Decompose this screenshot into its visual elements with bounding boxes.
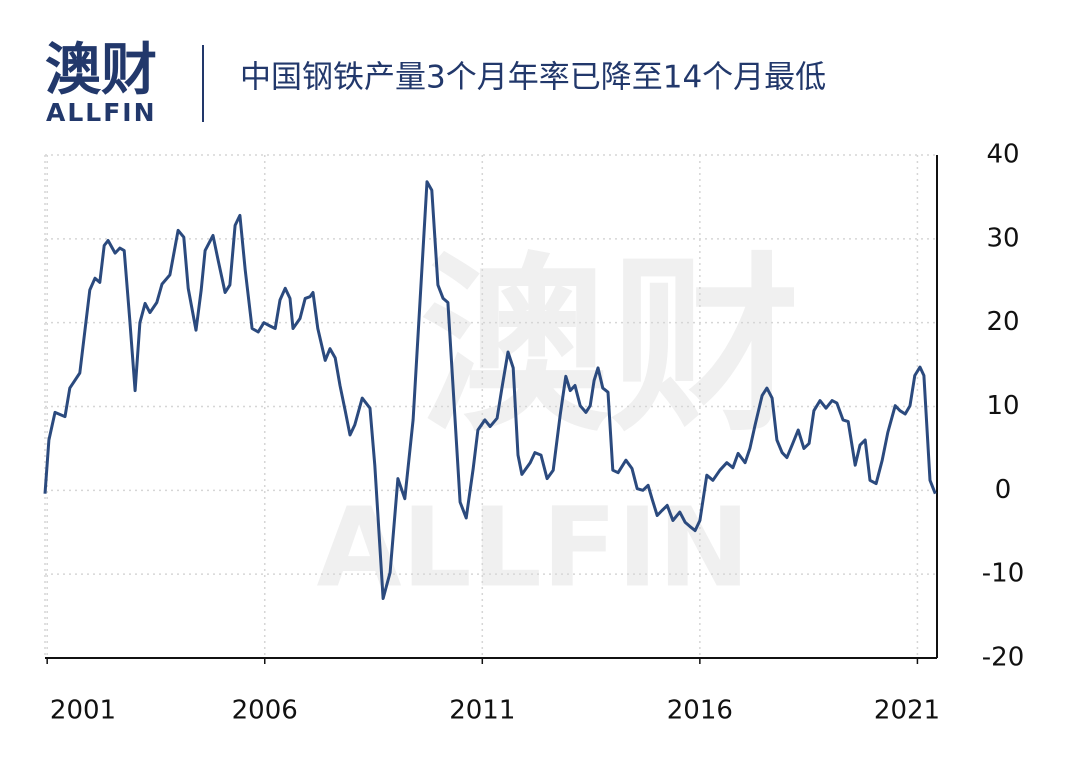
y-tick-label: -20 xyxy=(982,643,1024,673)
y-tick-label: 30 xyxy=(986,223,1019,253)
logo-name: 澳财 xyxy=(45,38,157,103)
y-tick-label: -10 xyxy=(982,559,1024,589)
x-tick-label: 2006 xyxy=(232,696,298,726)
y-tick-label: 10 xyxy=(986,391,1019,421)
x-tick-label: 2001 xyxy=(50,696,116,726)
plot: -20 -10 0 10 20 30 40 2001 2006 2011 2016 2021 xyxy=(43,140,1024,726)
x-tick-label: 2011 xyxy=(449,696,515,726)
watermark-sub: ALLFIN xyxy=(317,483,750,611)
x-tick-label: 2021 xyxy=(874,696,940,726)
line xyxy=(43,180,937,600)
chart-title: 中国钢铁产量3个月年率已降至14个月最低 xyxy=(240,60,826,96)
y-tick-label: 40 xyxy=(986,140,1019,170)
x-tick-label: 2016 xyxy=(667,696,733,726)
y-tick-label: 0 xyxy=(995,475,1012,505)
logo-sub: ALLFIN xyxy=(46,98,157,127)
y-tick-label: 20 xyxy=(986,307,1019,337)
